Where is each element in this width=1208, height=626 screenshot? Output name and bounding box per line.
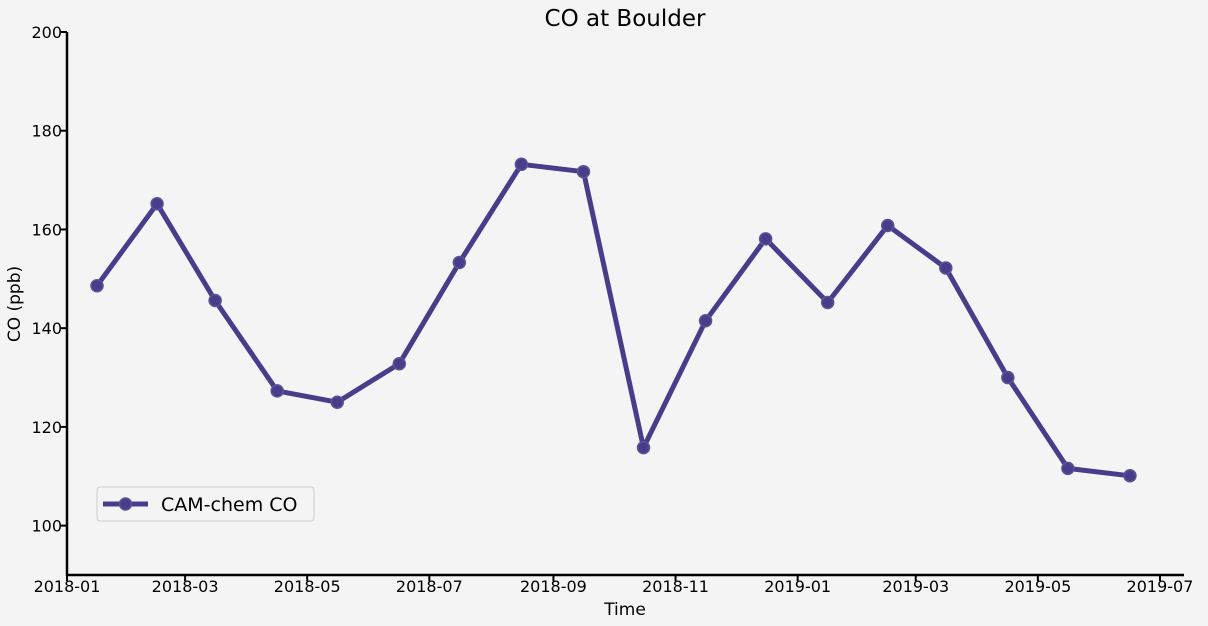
- series-layer: [90, 157, 1137, 483]
- y-ticks: 100 120 140 160 180 200: [31, 23, 67, 536]
- x-tick-label: 2018-01: [34, 577, 101, 596]
- y-tick-label: 120: [31, 418, 62, 437]
- data-point: [330, 395, 344, 409]
- data-point: [576, 164, 591, 179]
- x-tick-label: 2019-01: [764, 577, 831, 596]
- x-ticks: 2018-01 2018-03 2018-05 2018-07 2018-09 2018-…: [34, 575, 1194, 596]
- legend: CAM-chem CO: [96, 486, 315, 522]
- data-point: [698, 314, 713, 328]
- y-tick-label: 100: [31, 517, 62, 536]
- data-point: [90, 278, 104, 293]
- data-point: [150, 197, 164, 211]
- data-point: [208, 293, 222, 308]
- chart-title: CO at Boulder: [545, 6, 706, 32]
- data-point: [1001, 370, 1015, 385]
- data-point: [1123, 469, 1137, 483]
- y-tick-label: 140: [31, 319, 62, 338]
- data-point: [514, 157, 529, 172]
- data-point: [758, 232, 773, 246]
- y-tick-label: 160: [31, 220, 62, 239]
- y-tick-label: 180: [31, 122, 62, 141]
- data-point: [392, 356, 407, 371]
- x-tick-label: 2018-09: [520, 577, 587, 596]
- y-tick-label: 200: [31, 23, 62, 42]
- x-tick-label: 2019-03: [882, 577, 949, 596]
- x-tick-label: 2018-07: [396, 577, 463, 596]
- legend-marker-swatch: [118, 497, 133, 511]
- data-point: [820, 295, 835, 310]
- data-point: [939, 261, 953, 275]
- x-tick-label: 2019-05: [1004, 577, 1071, 596]
- legend-label: CAM-chem CO: [161, 494, 297, 516]
- data-point: [452, 255, 467, 270]
- data-point: [1061, 461, 1075, 476]
- x-axis-label: Time: [603, 600, 646, 620]
- data-point: [636, 440, 651, 455]
- x-tick-label: 2018-05: [274, 577, 341, 596]
- legend-box: [96, 486, 315, 522]
- series-line: [94, 161, 1133, 479]
- x-tick-label: 2019-07: [1127, 577, 1194, 596]
- data-point: [270, 384, 284, 398]
- x-tick-label: 2018-11: [642, 577, 709, 596]
- axes: [65, 32, 1184, 577]
- x-tick-label: 2018-03: [152, 577, 219, 596]
- data-point: [880, 218, 895, 233]
- y-axis-label: CO (ppb): [5, 266, 25, 342]
